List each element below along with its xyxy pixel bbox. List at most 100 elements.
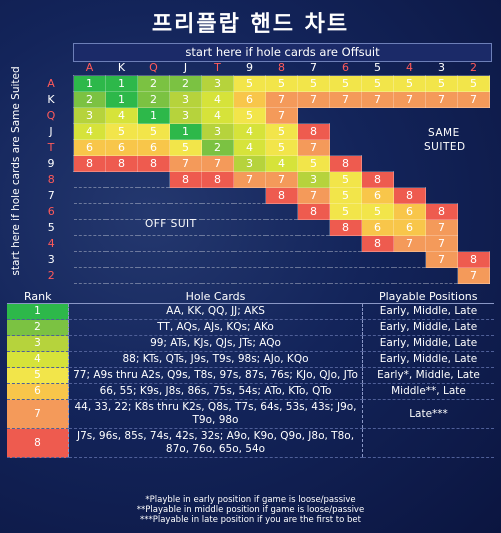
hand-cell: 6 [361,187,394,204]
hole-cards: 77; A9s thru A2s, Q9s, T8s, 97s, 87s, 76… [68,367,363,384]
column-label: 3 [438,61,445,74]
rank-table: Rank Hole Cards Playable Positions 1 AA, … [7,289,494,458]
rank-number: 2 [7,319,69,336]
row-label: 4 [47,237,55,250]
hand-cell: 6 [361,219,394,236]
hand-cell: 2 [201,139,234,156]
hand-cell [265,267,298,284]
hand-cell [73,203,106,220]
hand-cell [105,235,138,252]
footnotes: *Playble in early position if game is lo… [0,495,501,525]
hand-cell [233,235,266,252]
hand-cell: 5 [297,155,330,172]
hand-cell: 2 [137,91,170,108]
hand-cell [426,108,458,124]
hand-cell: 5 [297,75,330,92]
hole-cards: J7s, 96s, 85s, 74s, 42s, 32s; A9o, K9o, … [68,428,363,458]
hand-cell [137,187,170,204]
hand-cell [105,251,138,268]
hand-cell: 1 [169,123,202,140]
hand-cell [362,156,394,172]
hand-cell [73,267,106,284]
hand-cell: 7 [457,91,490,108]
hand-cell [329,235,362,252]
hand-cell [73,219,106,236]
row-label: 8 [47,173,55,186]
grid-corner [29,60,74,76]
hole-cards: 44, 33, 22; K8s thru K2s, Q8s, T7s, 64s,… [68,399,363,429]
hand-cell [394,156,426,172]
offsuit-header: start here if hole cards are Offsuit [73,43,492,62]
hand-cell: 8 [169,171,202,188]
hand-cell [265,251,298,268]
hand-cell: 6 [393,203,426,220]
hand-cell [458,156,490,172]
hand-cell: 3 [297,171,330,188]
suited-label: start here if hole cards are Same Suited [9,65,22,276]
hand-cell: 5 [233,107,266,124]
hand-cell [201,235,234,252]
hand-cell [137,267,170,284]
hand-cell [73,235,106,252]
column-label: 9 [246,61,253,74]
rank-number: 6 [7,383,69,400]
hand-cell: 8 [137,155,170,172]
hand-cell: 4 [105,107,138,124]
row-label: 7 [47,189,55,202]
hand-cell: 7 [393,91,426,108]
hand-cell: 7 [457,267,490,284]
hand-cell [137,171,170,188]
hand-cell: 8 [297,123,330,140]
hand-cell: 7 [425,91,458,108]
hand-cell [330,108,362,124]
hole-cards: 66, 55; K9s, J8s, 86s, 75s, 54s; ATo, KT… [68,383,363,400]
playable-positions: Early, Middle, Late [362,319,494,336]
hand-cell: 5 [329,75,362,92]
column-label: Q [149,61,158,74]
hand-cell [329,267,362,284]
hand-cell [265,219,298,236]
hand-cell: 5 [393,75,426,92]
hand-cell: 4 [201,91,234,108]
row-label: J [49,125,53,138]
hand-cell [458,236,490,252]
rank-row: 3 99; ATs, KJs, QJs, JTs; AQo Early, Middl… [7,335,494,352]
playable-positions: Late*** [362,399,494,429]
hand-cell: 2 [169,75,202,92]
hand-cell: 7 [265,107,298,124]
hand-cell [361,267,394,284]
hand-cell: 5 [361,75,394,92]
same-suited-label-2: SUITED [424,141,466,153]
hand-cell [265,203,298,220]
hand-cell: 4 [265,155,298,172]
column-label: T [214,61,221,74]
rank-row: 6 66, 55; K9s, J8s, 86s, 75s, 54s; ATo, K… [7,383,494,400]
hand-cell: 8 [105,155,138,172]
row-label: T [47,141,55,154]
hand-cell [394,124,426,140]
hand-cell: 7 [297,187,330,204]
hand-cell: 5 [361,203,394,220]
hand-cell: 7 [393,235,426,252]
column-label: A [85,61,94,74]
rank-number: 7 [7,399,69,429]
hand-cell: 5 [137,123,170,140]
hand-cell: 7 [201,155,234,172]
hand-cell [137,219,170,236]
hand-cell [169,251,202,268]
hand-cell [394,172,426,188]
rank-table-header: Rank Hole Cards Playable Positions [7,289,494,304]
hand-cell: 7 [425,235,458,252]
hand-cell: 7 [297,91,330,108]
playable-positions: Early, Middle, Late [362,351,494,368]
hand-cell: 7 [233,171,266,188]
hand-cell [233,251,266,268]
column-label: 8 [278,61,285,74]
hand-cell: 5 [233,75,266,92]
